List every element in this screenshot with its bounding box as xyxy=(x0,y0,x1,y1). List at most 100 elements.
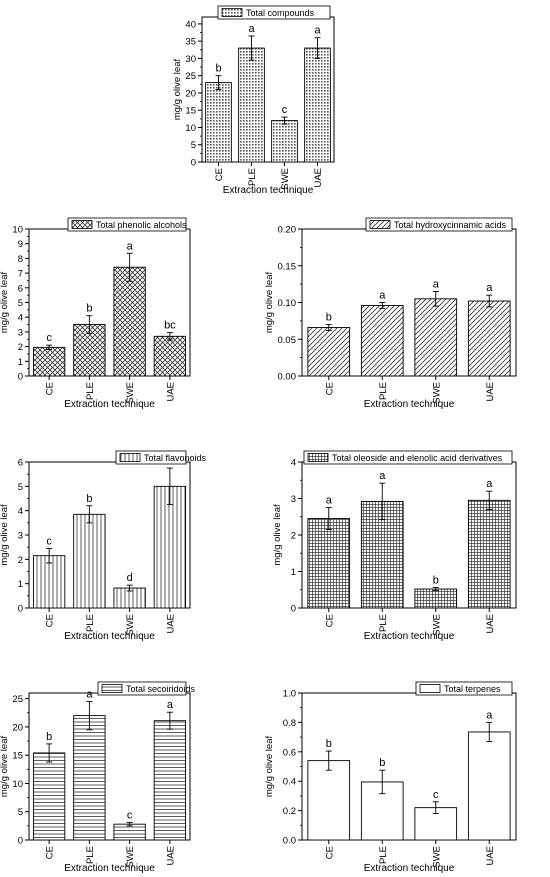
chart-panel-2: 0 1 2 3 4 5 6 7 8 9 10 c CE b PLE a SWE bc UAE Extraction t… xyxy=(0,217,191,410)
legend: Total phenolic alcohols xyxy=(67,217,187,232)
y-tick-label: 4 xyxy=(291,458,296,469)
y-tick-label: 0.05 xyxy=(278,335,297,346)
y-tick-label: 3 xyxy=(18,531,23,542)
y-tick-label: 6 xyxy=(18,283,23,294)
bar-ple xyxy=(73,513,106,609)
y-tick-label: 3 xyxy=(18,327,23,338)
chart-panel-4: 0123456cCEbPLEdSWEaUAEExtraction techniq… xyxy=(0,450,207,642)
legend-box xyxy=(217,5,331,20)
y-tick-label: 15 xyxy=(12,751,23,762)
x-category-label: UAE xyxy=(165,614,176,634)
y-tick-label: 7 xyxy=(18,269,23,280)
legend-swatch xyxy=(101,684,123,693)
x-category-label: CE xyxy=(324,614,335,627)
legend-swatch xyxy=(307,453,329,462)
significance-letter: b xyxy=(433,575,439,587)
bar-swe xyxy=(414,298,458,377)
x-category-label: UAE xyxy=(485,382,496,402)
significance-letter: a xyxy=(486,709,493,721)
legend-swatch xyxy=(221,8,243,17)
y-tick-label: 9 xyxy=(18,239,23,250)
bar-swe xyxy=(414,588,458,609)
y-axis-title: mg/g olive leaf xyxy=(172,59,183,121)
bar-uae xyxy=(304,47,331,163)
bar-uae xyxy=(467,499,511,609)
x-category-label: PLE xyxy=(378,614,389,632)
x-axis-title: Extraction technique xyxy=(364,863,455,874)
legend-label: Total phenolic alcohols xyxy=(96,220,187,230)
legend-swatch xyxy=(71,220,93,229)
legend-swatch xyxy=(119,453,141,462)
bar-ce xyxy=(307,327,351,377)
y-axis-title: mg/g olive leaf xyxy=(272,504,283,566)
y-axis-title: mg/g olive leaf xyxy=(264,272,275,334)
significance-letter: d xyxy=(127,572,133,584)
y-tick-label: 0 xyxy=(18,372,23,383)
y-tick-label: 25 xyxy=(185,71,196,82)
legend-label: Total hydroxycinnamic acids xyxy=(394,220,507,230)
x-axis-title: Extraction technique xyxy=(64,399,155,410)
legend: Total oleoside and elenolic acid derivat… xyxy=(303,450,513,465)
bar-swe xyxy=(271,120,298,163)
x-category-label: PLE xyxy=(378,382,389,400)
significance-letter: a xyxy=(379,470,386,482)
legend-box xyxy=(67,217,187,232)
y-tick-label: 0.2 xyxy=(283,806,296,817)
significance-letter: b xyxy=(215,63,221,75)
x-axis-title: Extraction technique xyxy=(364,631,455,642)
legend-swatch xyxy=(369,220,391,229)
x-axis-title: Extraction technique xyxy=(64,631,155,642)
significance-letter: a xyxy=(86,688,93,700)
y-tick-label: 2 xyxy=(18,555,23,566)
y-tick-label: 20 xyxy=(185,88,196,99)
significance-letter: a xyxy=(379,290,386,302)
significance-letter: bc xyxy=(164,320,176,332)
x-category-label: CE xyxy=(324,382,335,395)
y-tick-label: 0 xyxy=(18,604,23,615)
legend-swatch xyxy=(419,684,441,693)
significance-letter: b xyxy=(86,493,92,505)
significance-letter: c xyxy=(433,789,439,801)
significance-letter: b xyxy=(326,312,332,324)
chart-panel-3: 0.00 0.05 0.10 0.15 0.20 b CE a PLE a SWE a UAE Extra… xyxy=(264,217,517,410)
legend: Total terpenes xyxy=(415,681,513,696)
significance-letter: b xyxy=(86,303,92,315)
significance-letter: a xyxy=(127,240,134,252)
x-category-label: UAE xyxy=(313,168,324,188)
y-tick-label: 1.0 xyxy=(283,689,296,700)
bar-ce xyxy=(32,752,66,841)
y-tick-label: 0 xyxy=(291,604,296,615)
legend-box xyxy=(365,217,513,232)
bar-ple xyxy=(73,715,106,841)
legend-label: Total flavonoids xyxy=(144,453,207,463)
x-category-label: SWE xyxy=(125,382,136,404)
x-category-label: PLE xyxy=(85,846,96,864)
y-tick-label: 5 xyxy=(191,140,196,151)
legend-label: Total oleoside and elenolic acid derivat… xyxy=(332,453,503,463)
x-category-label: CE xyxy=(45,614,56,627)
significance-letter: b xyxy=(46,731,52,743)
significance-letter: a xyxy=(167,699,174,711)
bar-swe xyxy=(113,823,146,841)
significance-letter: a xyxy=(314,25,321,37)
y-tick-label: 4 xyxy=(18,506,23,517)
y-tick-label: 0.8 xyxy=(283,718,296,729)
bar-uae xyxy=(153,720,187,841)
x-category-label: CE xyxy=(45,382,56,395)
y-tick-label: 0 xyxy=(191,158,196,169)
y-tick-label: 0.20 xyxy=(278,225,297,236)
bar-swe xyxy=(113,266,146,377)
y-axis-title: mg/g olive leaf xyxy=(264,736,275,798)
y-tick-label: 10 xyxy=(12,225,23,236)
y-tick-label: 30 xyxy=(185,54,196,65)
x-category-label: PLE xyxy=(85,382,96,400)
y-tick-label: 20 xyxy=(12,722,23,733)
bar-uae xyxy=(467,731,511,841)
bar-uae xyxy=(467,300,511,377)
chart-panel-1: 0 5 10 15 20 25 30 35 40 b CE a PLE c SWE a UAEExtractio… xyxy=(172,5,335,196)
legend-label: Total compounds xyxy=(246,8,315,18)
x-category-label: PLE xyxy=(85,614,96,632)
y-tick-label: 35 xyxy=(185,37,196,48)
bar-ce xyxy=(307,760,351,841)
